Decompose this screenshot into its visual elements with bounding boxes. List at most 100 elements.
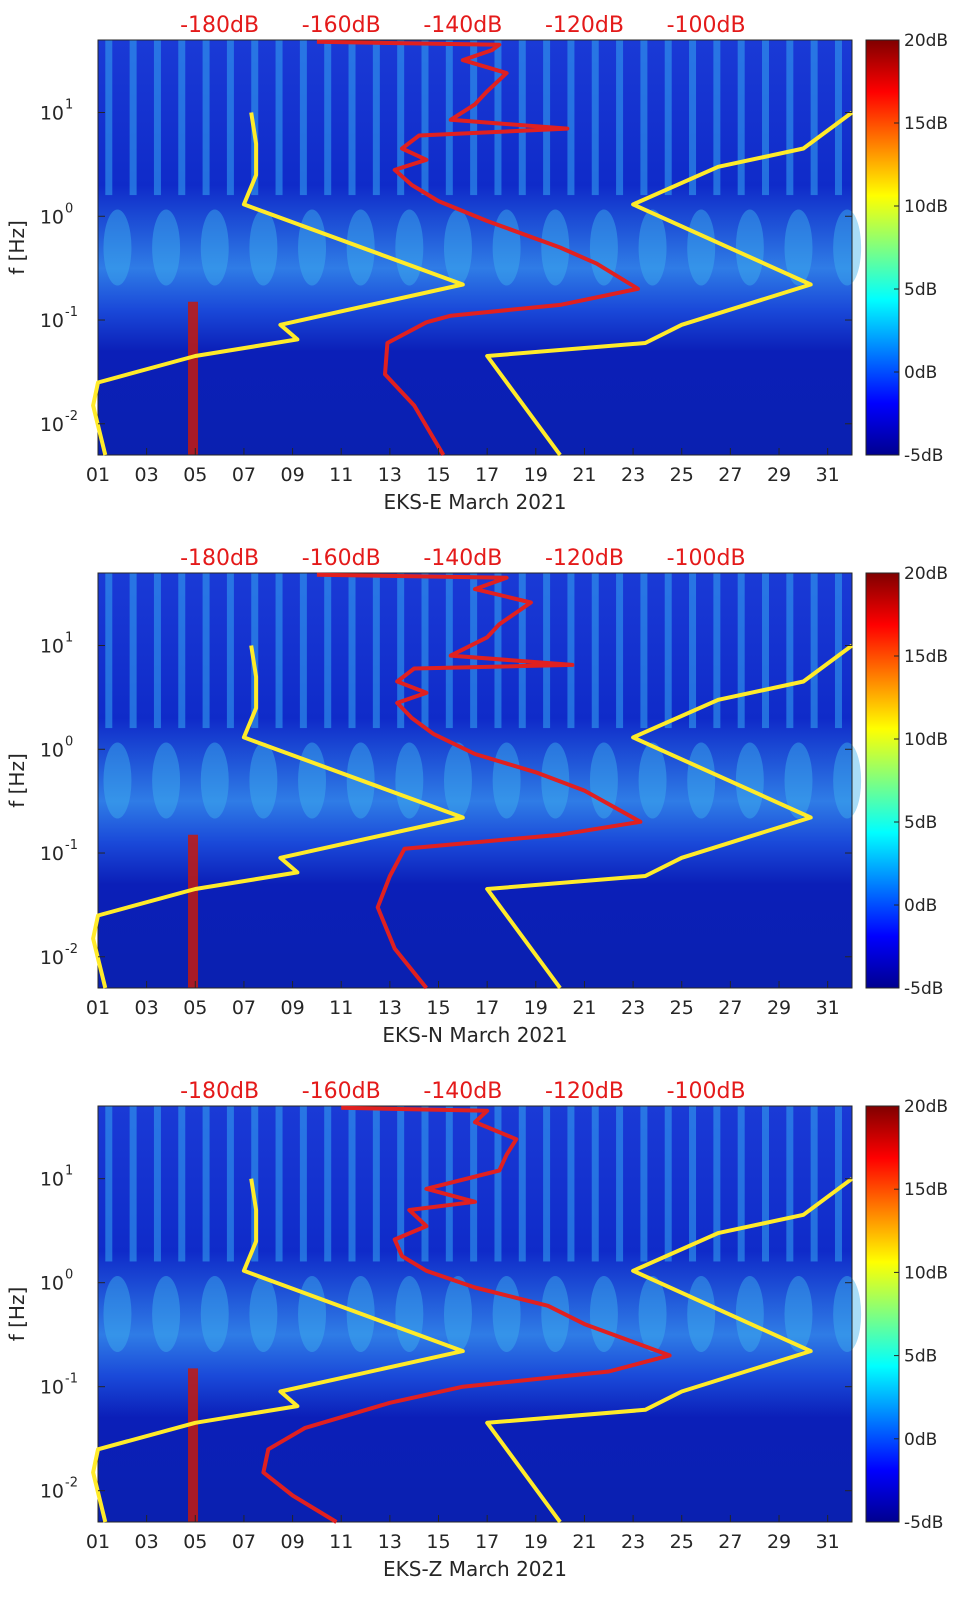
x-tick-label: 23: [621, 997, 645, 1019]
noise-stripe: [372, 1106, 380, 1262]
microseism-patch: [833, 742, 862, 819]
x-tick-label: 09: [280, 1531, 304, 1553]
microseism-patch: [298, 209, 327, 286]
noise-stripe: [543, 573, 551, 729]
microseism-patch: [492, 209, 521, 286]
noise-stripe: [178, 1106, 186, 1262]
x-tick-label: 07: [232, 997, 256, 1019]
noise-stripe: [299, 40, 307, 196]
noise-stripe: [202, 573, 210, 729]
microseism-patch: [298, 742, 327, 819]
y-tick-exponent: -1: [65, 1372, 78, 1387]
x-axis-label: EKS-E March 2021: [384, 490, 567, 514]
noise-stripe: [324, 573, 332, 729]
db-scale-label: -180dB: [180, 1079, 259, 1104]
plot-frame: [97, 572, 853, 989]
colorbar-tick-label: 0dB: [904, 1430, 937, 1450]
noise-stripe: [397, 1106, 405, 1262]
x-axis-label: EKS-Z March 2021: [383, 1557, 567, 1581]
x-tick-label: 11: [329, 464, 353, 486]
noise-stripe: [275, 1106, 283, 1262]
noise-stripe: [421, 40, 429, 196]
noise-stripe: [567, 573, 575, 729]
noise-stripe: [226, 40, 234, 196]
noise-stripe: [713, 40, 721, 196]
noise-stripe: [202, 1106, 210, 1262]
microseism-patch: [443, 209, 472, 286]
noise-stripe: [348, 573, 356, 729]
microseism-patch: [492, 742, 521, 819]
microseism-patch: [784, 742, 813, 819]
db-scale-label: -100dB: [667, 13, 746, 38]
db-scale-label: -160dB: [302, 13, 381, 38]
db-scale-label: -120dB: [545, 13, 624, 38]
noise-stripe: [640, 1106, 648, 1262]
colorbar-tick-label: 20dB: [904, 1097, 948, 1117]
noise-stripe: [129, 573, 137, 729]
noise-stripe: [640, 40, 648, 196]
x-tick-label: 27: [718, 464, 742, 486]
noise-stripe: [397, 40, 405, 196]
noise-stripe: [421, 573, 429, 729]
high-noise-model-right-line: [485, 110, 854, 457]
x-tick-label: 05: [183, 464, 207, 486]
y-tick-exponent: 0: [65, 1268, 73, 1283]
x-tick-label: 03: [135, 464, 159, 486]
noise-stripe: [494, 573, 502, 729]
noise-stripe: [591, 573, 599, 729]
x-tick-label: 31: [816, 1531, 840, 1553]
microseism-patch: [103, 1276, 132, 1352]
noise-stripe: [202, 40, 210, 196]
colorbar-tick-label: 20dB: [904, 564, 948, 584]
x-tick-label: 25: [670, 1531, 694, 1553]
y-tick-label: 10: [40, 206, 64, 228]
microseism-patch: [687, 742, 716, 819]
noise-stripe: [543, 1106, 551, 1262]
noise-stripe: [664, 1106, 672, 1262]
colorbar-tick-label: 15dB: [904, 647, 948, 667]
y-tick-exponent: 1: [65, 631, 73, 646]
db-scale-label: -100dB: [667, 1079, 746, 1104]
x-tick-label: 07: [232, 1531, 256, 1553]
high-noise-model-right-line: [485, 1177, 854, 1524]
x-tick-label: 05: [183, 997, 207, 1019]
noise-stripe: [737, 40, 745, 196]
noise-stripe: [567, 1106, 575, 1262]
x-tick-label: 17: [475, 1531, 499, 1553]
microseism-patch: [200, 1276, 229, 1352]
microseism-patch: [784, 209, 813, 286]
noise-stripe: [251, 1106, 259, 1262]
event-column: [187, 834, 198, 988]
db-scale-label: -140dB: [423, 1079, 502, 1104]
microseism-patch: [152, 742, 181, 819]
x-tick-label: 01: [86, 997, 110, 1019]
x-tick-label: 31: [816, 464, 840, 486]
y-tick-label: 10: [40, 1169, 64, 1191]
low-noise-model-left-line: [91, 112, 465, 456]
x-axis-label: EKS-N March 2021: [382, 1023, 567, 1047]
low-noise-model-left-line: [91, 645, 465, 989]
microseism-patch: [298, 1276, 327, 1352]
x-tick-label: 11: [329, 997, 353, 1019]
y-tick-exponent: 1: [65, 1164, 73, 1179]
x-tick-label: 05: [183, 1531, 207, 1553]
microseism-patch: [492, 1276, 521, 1352]
microseism-patch: [638, 209, 667, 286]
noise-stripe: [689, 1106, 697, 1262]
y-tick-label: 10: [40, 103, 64, 125]
noise-stripe: [518, 573, 526, 729]
colorbar: [865, 1105, 900, 1523]
x-tick-label: 15: [426, 1531, 450, 1553]
y-tick-label: 10: [40, 1377, 64, 1399]
noise-stripe: [299, 1106, 307, 1262]
microseism-patch: [395, 1276, 424, 1352]
y-tick-exponent: 0: [65, 734, 73, 749]
daily-noise-stripes: [105, 40, 842, 196]
noise-stripe: [762, 40, 770, 196]
x-tick-label: 03: [135, 1531, 159, 1553]
microseism-patch: [687, 1276, 716, 1352]
noise-stripe: [834, 573, 842, 729]
daily-noise-stripes: [105, 573, 842, 729]
noise-stripe: [372, 40, 380, 196]
